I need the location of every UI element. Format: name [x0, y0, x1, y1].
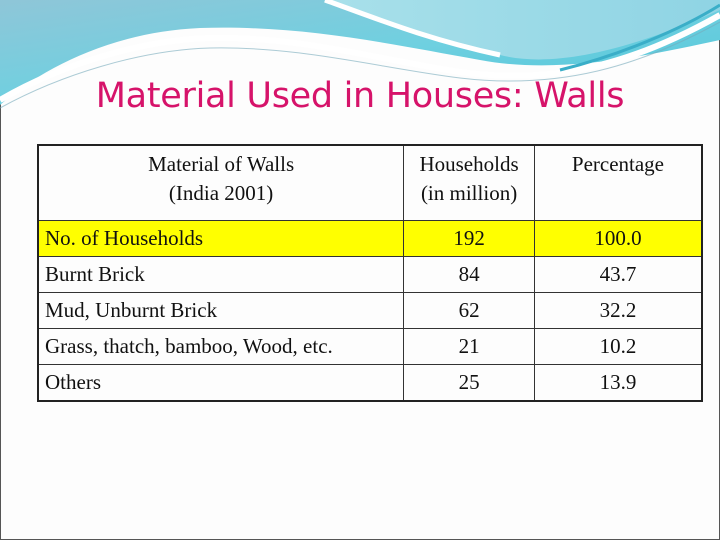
cell-material: Burnt Brick — [37, 256, 405, 293]
header-households-line2: (in million) — [420, 181, 518, 205]
cell-households: 25 — [403, 364, 535, 402]
table-row: Burnt Brick 84 43.7 — [37, 256, 703, 293]
table-row: Others 25 13.9 — [37, 364, 703, 402]
table-row: Mud, Unburnt Brick 62 32.2 — [37, 292, 703, 329]
cell-material: Others — [37, 364, 405, 402]
cell-material: Mud, Unburnt Brick — [37, 292, 405, 329]
table-header-row: Material of Walls (India 2001) Household… — [37, 145, 703, 221]
cell-percentage: 13.9 — [533, 364, 703, 402]
cell-percentage: 10.2 — [533, 328, 703, 365]
header-households: Households (in million) — [403, 145, 535, 221]
cell-percentage: 32.2 — [533, 292, 703, 329]
slide-title: Material Used in Houses: Walls — [95, 76, 625, 116]
header-material: Material of Walls (India 2001) — [37, 145, 404, 221]
walls-material-table: Material of Walls (India 2001) Household… — [37, 144, 703, 402]
cell-households: 21 — [403, 328, 535, 365]
cell-material: Grass, thatch, bamboo, Wood, etc. — [37, 328, 405, 365]
header-households-line1: Households — [419, 152, 519, 176]
header-material-line2: (India 2001) — [168, 181, 274, 205]
table-row-total: No. of Households 192 100.0 — [37, 220, 703, 257]
header-material-line1: Material of Walls — [148, 152, 295, 176]
cell-material: No. of Households — [37, 220, 405, 257]
cell-households: 62 — [403, 292, 535, 329]
cell-households: 192 — [403, 220, 535, 257]
decorative-wave-header — [0, 0, 720, 109]
cell-percentage: 100.0 — [533, 220, 703, 257]
header-percentage: Percentage — [533, 145, 703, 221]
cell-households: 84 — [403, 256, 535, 293]
cell-percentage: 43.7 — [533, 256, 703, 293]
table-row: Grass, thatch, bamboo, Wood, etc. 21 10.… — [37, 328, 703, 365]
